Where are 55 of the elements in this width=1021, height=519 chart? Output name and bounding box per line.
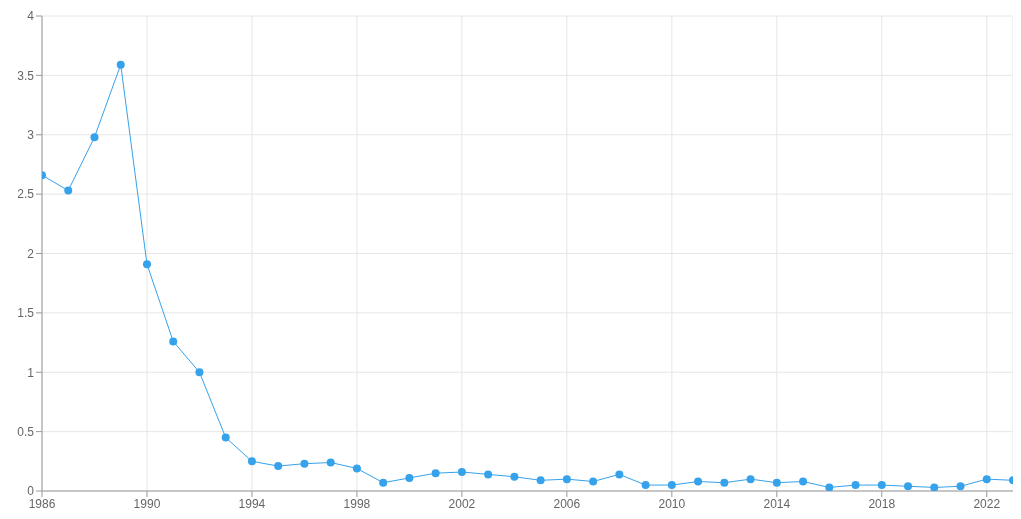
- point: [746, 475, 755, 484]
- x-tick-label: 2022: [973, 496, 1001, 511]
- point: [247, 457, 256, 466]
- x-tick-label: 2010: [658, 496, 686, 511]
- point: [877, 481, 886, 490]
- point: [221, 433, 230, 442]
- point: [457, 468, 466, 476]
- point: [405, 473, 414, 482]
- point: [982, 475, 991, 484]
- x-tick-label: 2002: [448, 496, 476, 511]
- point: [169, 337, 178, 346]
- point: [536, 476, 545, 485]
- point: [379, 478, 388, 487]
- point: [300, 459, 309, 468]
- point: [64, 186, 73, 195]
- point: [615, 470, 624, 479]
- point: [825, 483, 834, 491]
- y-tick-label: 0.5: [17, 424, 35, 439]
- point: [956, 482, 965, 491]
- point: [510, 472, 519, 481]
- x-tick-label: 1994: [238, 496, 266, 511]
- point: [930, 483, 939, 491]
- y-tick-label: 0: [27, 484, 35, 499]
- point: [694, 477, 703, 486]
- point: [195, 368, 204, 377]
- point: [667, 481, 676, 490]
- y-tick-label: 2: [27, 246, 35, 261]
- point: [562, 475, 571, 484]
- point: [142, 260, 151, 269]
- x-tick-label: 1986: [28, 496, 56, 511]
- point: [720, 478, 729, 487]
- point: [326, 458, 335, 467]
- y-tick-label: 3.5: [17, 68, 35, 83]
- point: [641, 481, 650, 490]
- point: [352, 464, 361, 473]
- x-tick-label: 2018: [868, 496, 896, 511]
- point: [90, 133, 99, 142]
- point: [772, 478, 781, 487]
- y-tick-label: 3: [27, 128, 35, 143]
- point: [484, 470, 493, 479]
- point: [274, 462, 283, 471]
- point: [799, 477, 808, 486]
- x-tick-label: 1990: [133, 496, 161, 511]
- point: [589, 477, 598, 486]
- point: [116, 60, 125, 69]
- y-tick-label: 4: [27, 9, 35, 24]
- y-tick-label: 2.5: [17, 187, 35, 202]
- x-tick-label: 2006: [553, 496, 581, 511]
- y-tick-label: 1.5: [17, 306, 35, 321]
- x-tick-label: 2014: [763, 496, 791, 511]
- point: [851, 481, 860, 490]
- y-tick-label: 1: [27, 365, 35, 380]
- point: [431, 469, 440, 478]
- x-tick-label: 1998: [343, 496, 371, 511]
- point: [904, 482, 913, 491]
